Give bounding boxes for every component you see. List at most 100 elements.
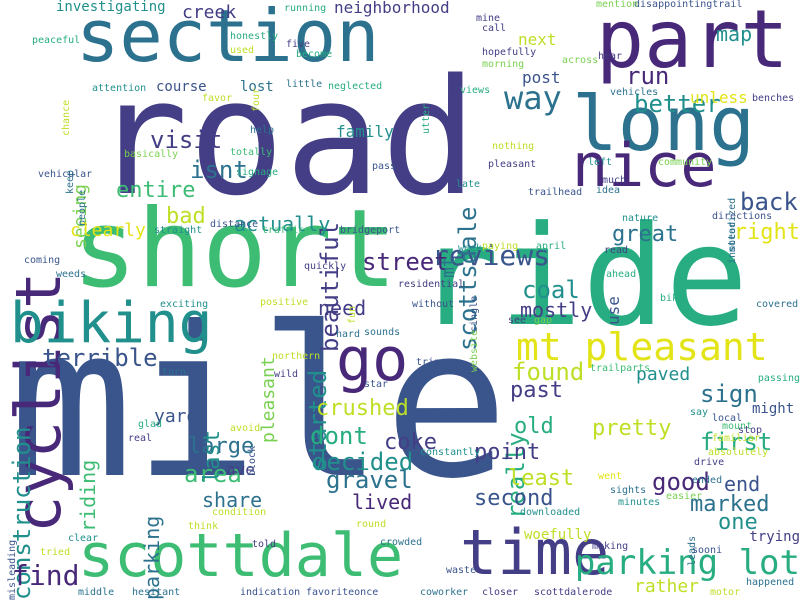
word-good: good (652, 468, 710, 496)
word-actually: actually (234, 212, 331, 236)
word-next: next (518, 30, 557, 49)
word-hopefully: hopefully (482, 47, 537, 58)
word-honestly: honestly (230, 31, 279, 42)
word-running: running (284, 3, 327, 14)
word-help: help (250, 125, 275, 136)
word-quickly: quickly (304, 261, 347, 272)
word-share: share (202, 488, 263, 512)
word-past: past (510, 378, 563, 403)
word-used: used (230, 45, 255, 56)
word-might: might (752, 401, 795, 417)
word-read: read (604, 245, 629, 256)
word-vehicles: vehicles (610, 87, 659, 98)
word-say: say (690, 407, 709, 418)
word-large: large (188, 434, 255, 459)
word-become: become (296, 49, 333, 60)
word-coworker: coworker (420, 587, 469, 598)
word-back: back (740, 188, 798, 216)
word-great: great (612, 222, 679, 247)
word-bike: bike (660, 293, 685, 304)
word-utter: utter (421, 103, 432, 134)
word-drive: drive (694, 457, 725, 468)
word-went: went (598, 471, 623, 482)
word-happened: happened (746, 577, 795, 588)
word-constantly: constantly (420, 447, 481, 458)
word-right: right (733, 220, 800, 245)
word-block: block (247, 445, 258, 476)
word-residential: residential (398, 279, 465, 290)
word-entire: entire (116, 178, 196, 203)
word-tried: tried (40, 547, 71, 558)
word-hear: hear (598, 51, 623, 62)
word-need: need (318, 296, 367, 320)
word-favor: favor (202, 93, 233, 104)
word-short: short (72, 187, 398, 312)
word-distance: distance (210, 219, 259, 230)
word-little: little (286, 79, 323, 90)
word-sooni: sooni (692, 545, 723, 556)
word-parking-lot: parking lot (574, 543, 800, 583)
word-mt-pleasant: mt pleasant (516, 325, 768, 369)
word-gravel: gravel (326, 466, 413, 494)
word-scottdale: scottdale (78, 521, 404, 591)
word-better: better (634, 90, 721, 118)
word-lived: lived (352, 490, 413, 514)
word-website: website (469, 329, 480, 372)
word-local: local (712, 413, 743, 424)
word-views: views (460, 85, 491, 96)
word-exciting: exciting (160, 299, 209, 310)
word-without: without (412, 299, 455, 310)
word-gap: gap (534, 315, 553, 326)
word-instead: instead (727, 221, 738, 264)
word-round: round (356, 519, 387, 530)
word-turn: turn (162, 367, 187, 378)
word-basically: basically (124, 149, 179, 160)
word-find: find (12, 559, 80, 592)
word-told: told (252, 539, 277, 550)
word-isnt: isnt (190, 156, 248, 184)
word-directions: directions (712, 211, 773, 222)
word-bad: bad (166, 204, 206, 229)
word-trailparts: trailparts (590, 363, 651, 374)
word-coming: coming (24, 255, 61, 266)
word-real: real (128, 433, 153, 444)
word-five: five (286, 39, 311, 50)
word-paved: paved (636, 364, 691, 385)
word-motor: motor (710, 587, 741, 598)
word-ended: ended (692, 475, 723, 486)
word-post: post (522, 68, 561, 87)
word-dont: dont (310, 422, 368, 450)
word-time: time (460, 516, 610, 589)
word-hesitant: hesitant (132, 587, 181, 598)
word-yard: yard (154, 406, 198, 427)
word-pretty: pretty (592, 416, 672, 441)
word-attention: attention (92, 83, 147, 94)
word-fun: fun (347, 305, 358, 324)
word-mostly: mostly (520, 298, 593, 322)
word-reviews: reviews (432, 239, 551, 272)
word-decided: decided (312, 448, 414, 476)
word-think: think (188, 521, 219, 532)
word-favoriteonce: favoriteonce (306, 587, 379, 598)
word-single: single (469, 295, 480, 332)
word-absolutely: absolutely (708, 447, 769, 458)
word-covered: covered (756, 299, 799, 310)
word-morning: morning (482, 59, 525, 70)
word-left: left (588, 157, 613, 168)
word-april: april (536, 241, 567, 252)
word-coal: coal (522, 276, 580, 304)
word-wild: wild (274, 369, 299, 380)
word-road: road (92, 44, 478, 231)
word-crowded: crowded (380, 537, 423, 548)
word-mine: mine (476, 13, 501, 24)
word-scottdalerode: scottdalerode (534, 587, 613, 598)
word-old: old (514, 414, 554, 439)
word-least: least (508, 466, 575, 491)
word-run: run (626, 62, 670, 90)
word-traffic: traffic (262, 225, 305, 236)
word-mt: mt (438, 256, 459, 278)
word-northern: northern (272, 351, 321, 362)
word-closer: closer (482, 587, 519, 598)
word-across: across (562, 55, 599, 66)
